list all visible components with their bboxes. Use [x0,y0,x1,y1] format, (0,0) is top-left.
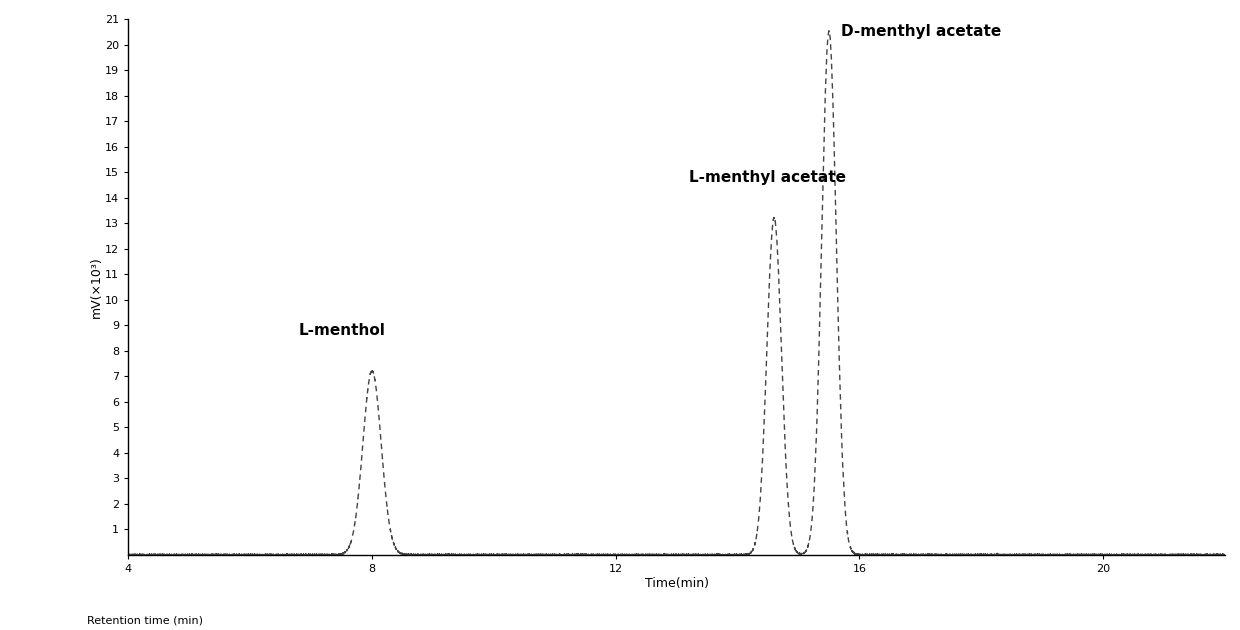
Text: L-menthol: L-menthol [299,323,386,338]
Y-axis label: mV(×10³): mV(×10³) [89,256,103,318]
Text: D-menthyl acetate: D-menthyl acetate [841,25,1002,40]
Text: Retention time (min): Retention time (min) [87,616,203,626]
Text: L-menthyl acetate: L-menthyl acetate [689,170,846,185]
X-axis label: Time(min): Time(min) [645,577,709,590]
